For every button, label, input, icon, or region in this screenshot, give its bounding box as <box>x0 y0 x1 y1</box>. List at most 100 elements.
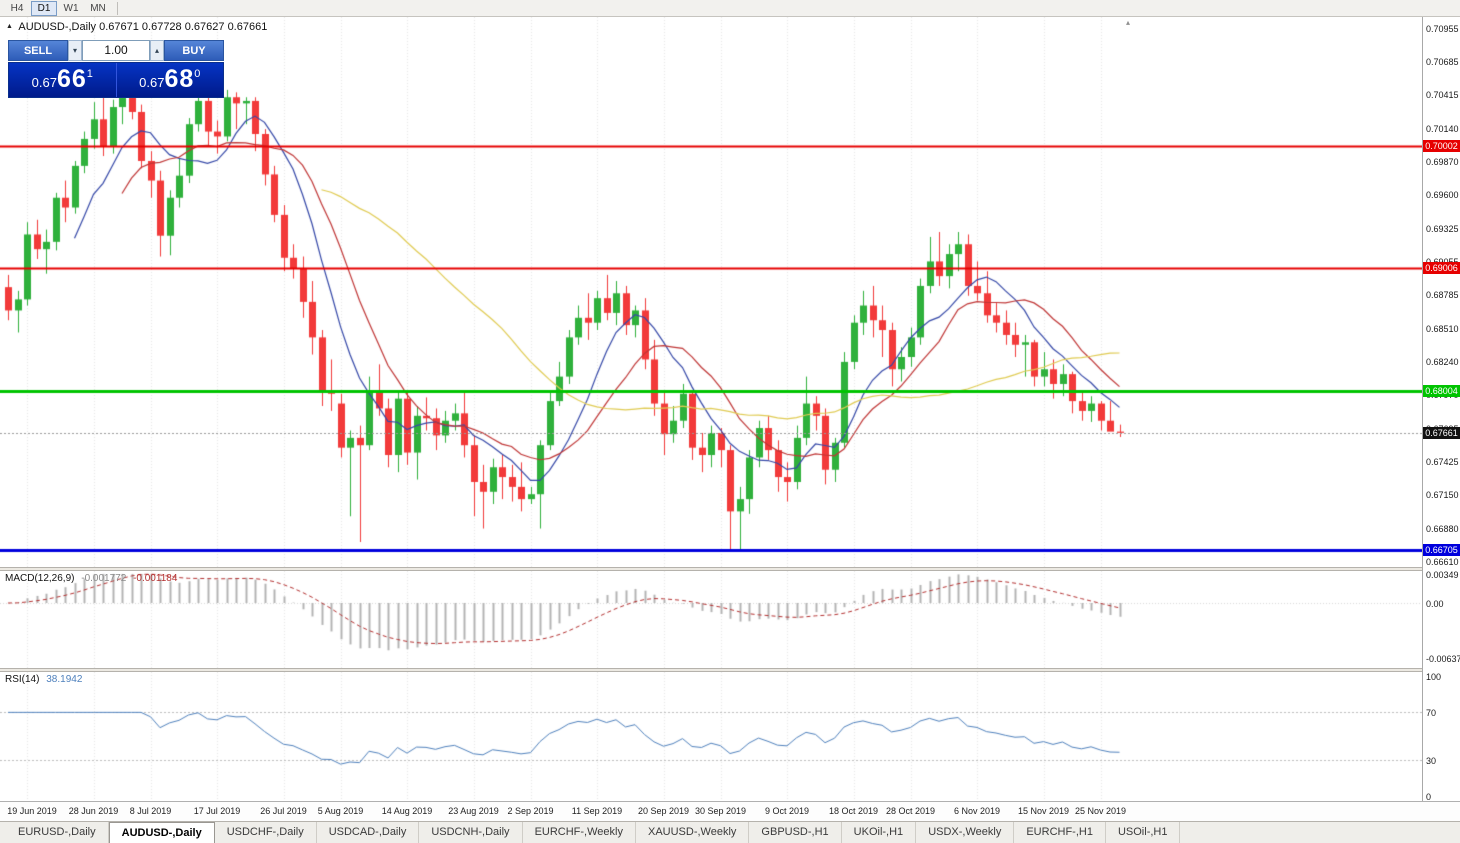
one-click-buttons-row: SELL ▾ 1.00 ▴ BUY <box>8 40 224 61</box>
buy-price-small: 0.67 <box>139 75 165 90</box>
time-axis-label: 23 Aug 2019 <box>448 806 499 816</box>
ohlc-low: 0.67627 <box>184 21 225 33</box>
rsi-axis-tick: 30 <box>1426 756 1437 766</box>
sell-price-big: 66 <box>56 65 87 93</box>
macd-value-signal: -0.001184 <box>133 573 178 584</box>
chart-tab-audusddaily[interactable]: AUDUSD-,Daily <box>108 822 215 843</box>
chart-tab-usdchfdaily[interactable]: USDCHF-,Daily <box>215 822 317 843</box>
price-axis-tick: 0.68510 <box>1426 323 1459 334</box>
hline-price-label: 0.68004 <box>1423 384 1460 397</box>
rsi-panel-canvas[interactable] <box>0 672 1422 801</box>
rsi-axis-tick: 70 <box>1426 708 1437 718</box>
timeframe-button-mn[interactable]: MN <box>85 1 111 16</box>
chart-tab-eurchfweekly[interactable]: EURCHF-,Weekly <box>523 822 636 843</box>
chart-tab-usdcnhdaily[interactable]: USDCNH-,Daily <box>419 822 523 843</box>
price-axis-tick: 0.70685 <box>1426 57 1459 68</box>
price-axis-tick: 0.69055 <box>1426 257 1459 267</box>
time-axis-label: 8 Jul 2019 <box>129 806 172 816</box>
ohlc-high: 0.67728 <box>141 21 182 33</box>
price-axis-tick: 0.66610 <box>1426 556 1459 567</box>
hline-price-label: 0.69006 <box>1423 262 1460 275</box>
price-axis-tick: 0.70415 <box>1426 90 1459 101</box>
chart-tab-eurusddaily[interactable]: EURUSD-,Daily <box>6 822 109 843</box>
chart-macd-splitter[interactable] <box>0 567 1460 571</box>
time-axis-label: 2 Sep 2019 <box>507 806 554 816</box>
price-axis-tick: 0.70955 <box>1426 24 1459 35</box>
one-click-trading-panel: SELL ▾ 1.00 ▴ BUY 0.67661 0.67680 <box>8 40 224 98</box>
macd-axis-tick: 0.00 <box>1426 599 1444 609</box>
timeframe-button-group: H4 D1 W1 MN <box>4 0 112 16</box>
buy-price-big: 68 <box>164 65 195 93</box>
time-axis-label: 9 Oct 2019 <box>764 806 810 816</box>
time-axis-label: 15 Nov 2019 <box>1017 806 1070 816</box>
price-axis-tick: 0.68785 <box>1426 290 1459 301</box>
chart-tab-eurchfh1[interactable]: EURCHF-,H1 <box>1014 822 1106 843</box>
sell-button[interactable]: SELL <box>8 40 68 61</box>
rsi-axis-tick: 100 <box>1426 672 1442 682</box>
macd-rsi-splitter[interactable] <box>0 668 1460 672</box>
time-axis-label: 14 Aug 2019 <box>381 806 433 816</box>
volume-input[interactable]: 1.00 <box>82 40 150 61</box>
buy-price-display[interactable]: 0.67680 <box>116 63 223 97</box>
price-axis[interactable]: 0.70955 0.70685 0.70415 0.70140 0.69870 0.696… <box>1422 17 1460 802</box>
timeframe-button-h4[interactable]: H4 <box>4 1 30 16</box>
buy-button[interactable]: BUY <box>164 40 224 61</box>
macd-indicator-label: MACD(12,26,9) -0.001772 -0.001184 <box>5 573 177 584</box>
price-axis-tick: 0.67150 <box>1426 490 1459 501</box>
time-axis-label: 20 Sep 2019 <box>637 806 690 816</box>
time-axis-label: 28 Jun 2019 <box>68 806 119 816</box>
macd-panel-canvas[interactable] <box>0 571 1422 668</box>
macd-name: MACD(12,26,9) <box>5 573 75 584</box>
rsi-value: 38.1942 <box>46 674 83 685</box>
current-price-label: 0.67661 <box>1423 426 1460 439</box>
chart-tab-usdxweekly[interactable]: USDX-,Weekly <box>916 822 1015 843</box>
macd-axis-tick: 0.00349 <box>1426 570 1459 580</box>
macd-value-main: -0.001772 <box>81 573 127 584</box>
sell-price-display[interactable]: 0.67661 <box>9 63 117 97</box>
time-axis[interactable]: 19 Jun 2019 28 Jun 2019 8 Jul 2019 17 Jul 2… <box>0 801 1460 821</box>
volume-decrease-button[interactable]: ▾ <box>68 40 82 61</box>
time-axis-label: 28 Oct 2019 <box>885 806 936 816</box>
buy-price-sup: 0 <box>194 68 201 80</box>
sell-price-small: 0.67 <box>31 75 57 90</box>
rsi-indicator-label: RSI(14) 38.1942 <box>5 674 82 685</box>
price-axis-tick: 0.69325 <box>1426 223 1459 234</box>
chart-tab-xauusdweekly[interactable]: XAUUSD-,Weekly <box>636 822 750 843</box>
one-click-price-row: 0.67661 0.67680 <box>8 62 224 98</box>
time-axis-label: 18 Oct 2019 <box>828 806 879 816</box>
hline-price-label: 0.66705 <box>1423 543 1460 556</box>
symbol-marker-icon: ▲ <box>6 23 13 30</box>
chart-tab-usoilh1[interactable]: USOil-,H1 <box>1106 822 1181 843</box>
main-chart-canvas[interactable] <box>0 17 1422 567</box>
time-axis-label: 17 Jul 2019 <box>193 806 241 816</box>
time-axis-label: 25 Nov 2019 <box>1074 806 1127 816</box>
price-axis-tick: 0.67425 <box>1426 456 1459 467</box>
time-axis-label: 19 Jun 2019 <box>7 806 57 816</box>
timeframe-button-d1[interactable]: D1 <box>31 0 57 16</box>
chart-tab-gbpusdh1[interactable]: GBPUSD-,H1 <box>749 822 842 843</box>
chart-tab-ukoilh1[interactable]: UKOil-,H1 <box>842 822 917 843</box>
time-axis-label: 5 Aug 2019 <box>317 806 364 816</box>
timeframe-toolbar: H4 D1 W1 MN <box>0 0 1460 17</box>
macd-axis-tick: -0.00637 <box>1426 653 1460 664</box>
sell-price-sup: 1 <box>86 68 93 80</box>
chart-tab-usdcaddaily[interactable]: USDCAD-,Daily <box>317 822 420 843</box>
chart-tab-bar: EURUSD-,Daily AUDUSD-,Daily USDCHF-,Daily U… <box>0 821 1460 843</box>
chart-title: ▲ AUDUSD-,Daily 0.67671 0.67728 0.67627 … <box>6 21 267 33</box>
price-axis-tick: 0.69870 <box>1426 157 1459 168</box>
price-axis-tick: 0.69600 <box>1426 190 1459 201</box>
volume-increase-button[interactable]: ▴ <box>150 40 164 61</box>
price-axis-tick: 0.68240 <box>1426 356 1459 367</box>
rsi-name: RSI(14) <box>5 674 40 685</box>
time-axis-label: 6 Nov 2019 <box>953 806 1001 816</box>
chart-symbol-label: AUDUSD-,Daily <box>18 21 97 33</box>
price-axis-tick: 0.66880 <box>1426 523 1459 534</box>
time-axis-label: 26 Jul 2019 <box>260 806 307 816</box>
chart-shift-marker-icon[interactable]: ▴ <box>1126 18 1131 27</box>
time-axis-label: 11 Sep 2019 <box>571 806 623 816</box>
time-axis-label: 30 Sep 2019 <box>694 806 747 816</box>
ohlc-open: 0.67671 <box>99 21 139 33</box>
timeframe-button-w1[interactable]: W1 <box>58 1 84 16</box>
rsi-axis-tick: 0 <box>1426 792 1432 802</box>
ohlc-close: 0.67661 <box>227 21 268 33</box>
